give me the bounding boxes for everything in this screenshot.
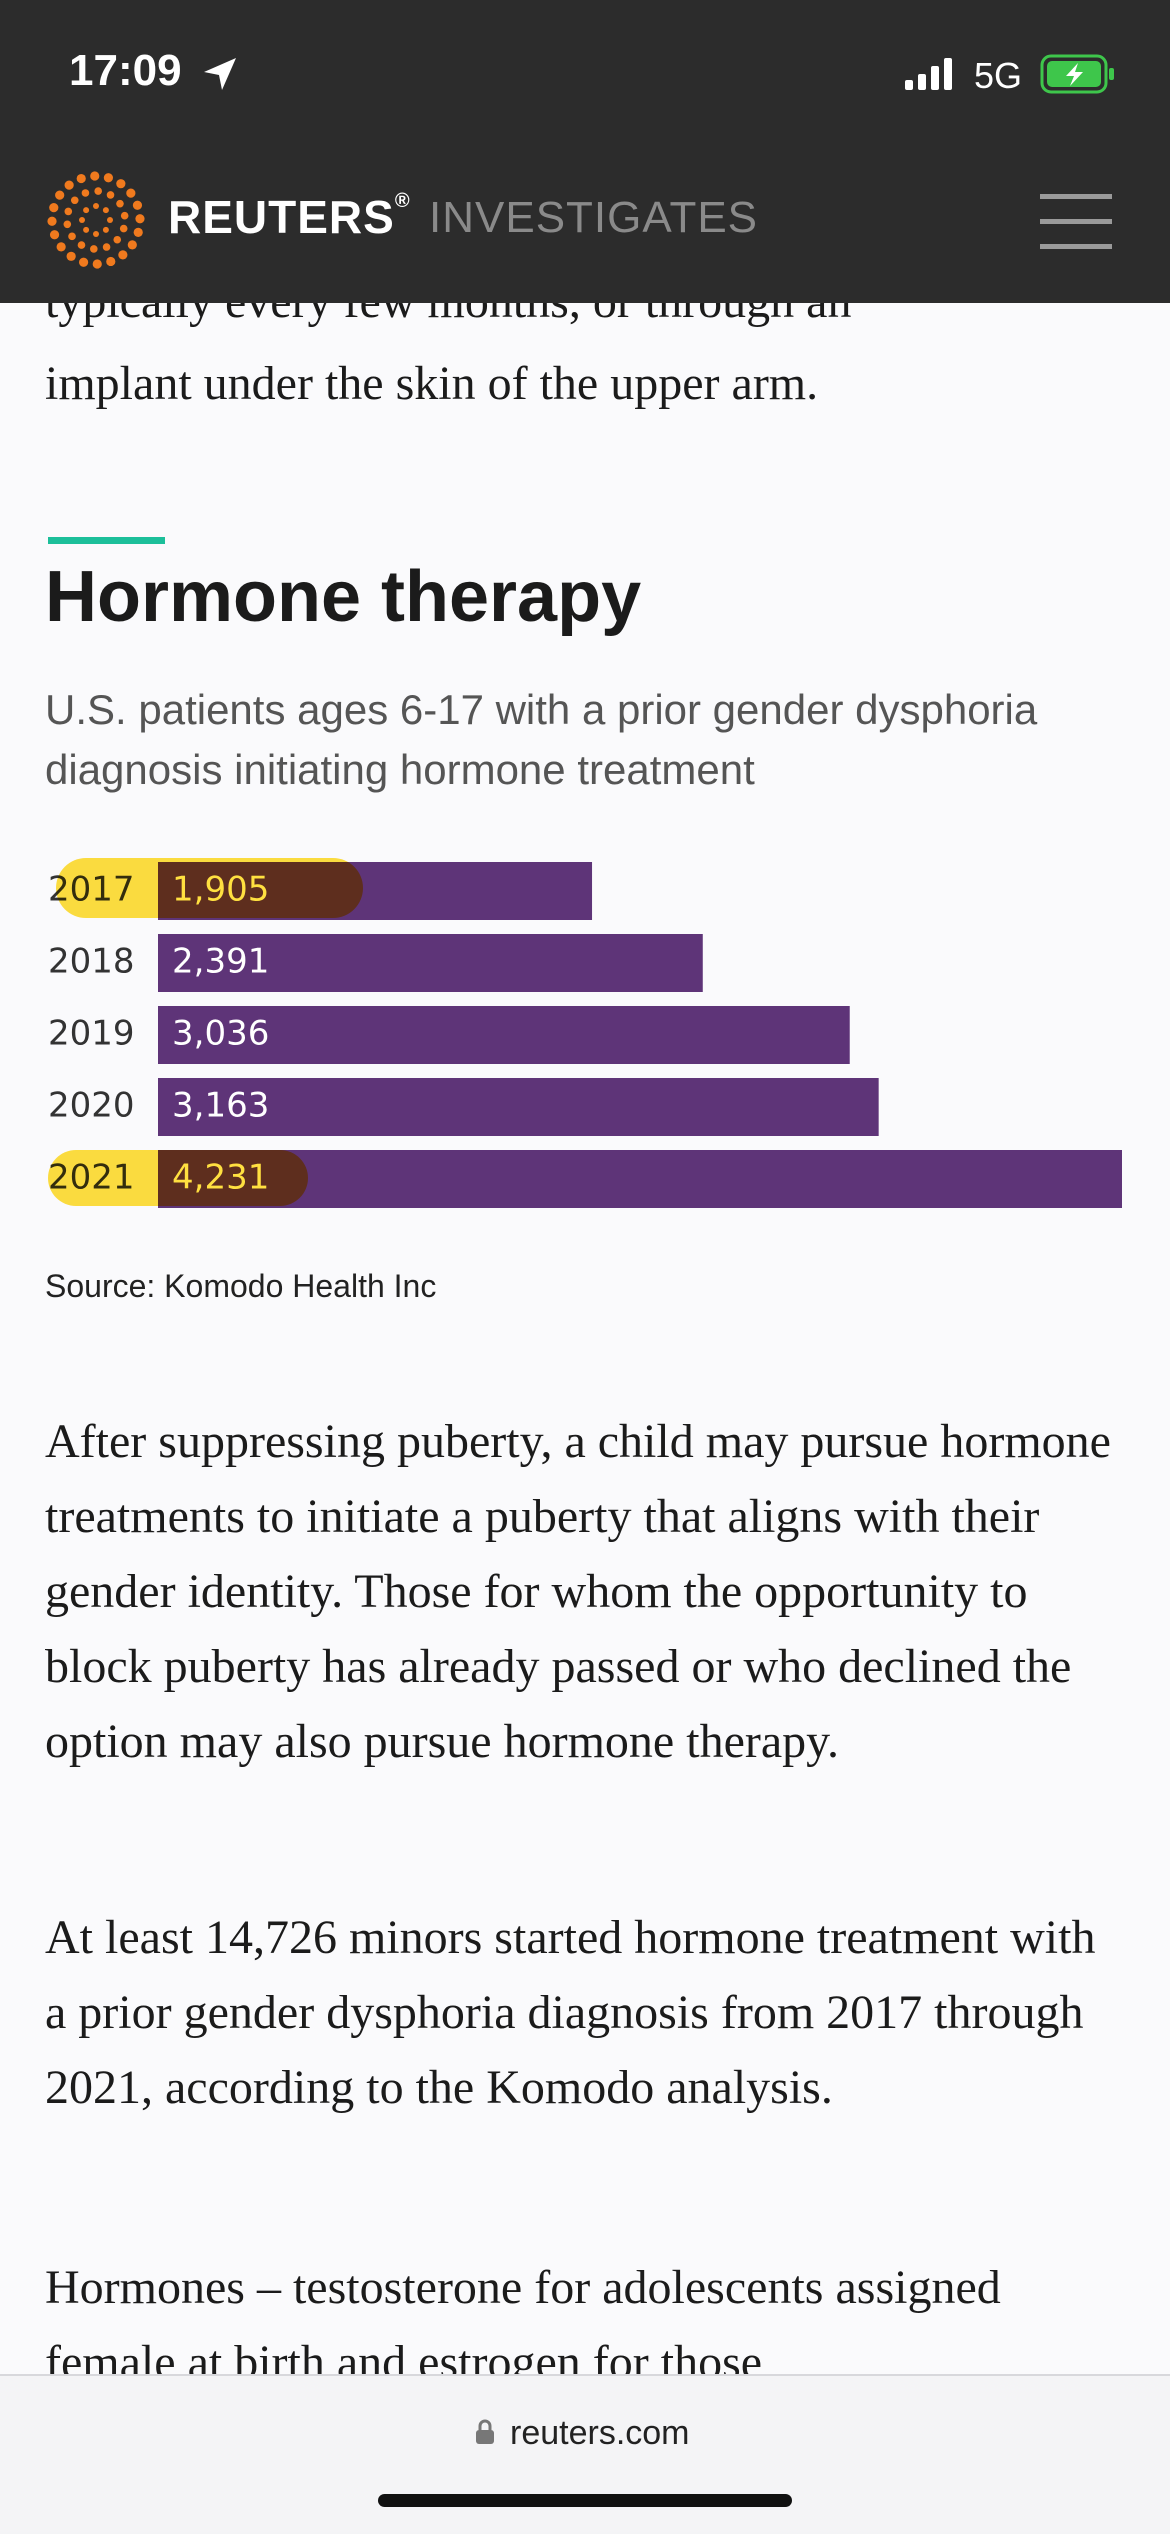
logo-dot: [64, 180, 74, 190]
logo-dot: [77, 241, 86, 249]
logo-dot: [49, 202, 59, 213]
logo-dot: [90, 171, 100, 181]
logo-dot: [126, 188, 136, 198]
logo-dot: [66, 251, 76, 261]
logo-dot: [78, 257, 89, 267]
logo-dot: [102, 226, 109, 233]
y-tick-label: 2018: [48, 942, 135, 982]
logo-dot: [63, 220, 72, 229]
logo-dot: [64, 207, 73, 216]
chart-title: Hormone therapy: [45, 557, 642, 637]
logo-dot: [76, 173, 86, 184]
y-tick-label: 2019: [48, 1014, 135, 1054]
registered-mark: ®: [394, 190, 411, 212]
logo-dot: [79, 217, 85, 223]
reuters-logo: [47, 171, 145, 269]
logo-dot: [68, 232, 76, 241]
highlight-mark: [48, 1150, 308, 1206]
logo-dot: [47, 216, 57, 226]
intro-line: implant under the skin of the upper arm.: [45, 357, 819, 410]
battery-icon: [1040, 54, 1114, 94]
logo-dot: [102, 243, 111, 251]
logo-dot: [106, 256, 116, 267]
logo-dot: [135, 214, 145, 224]
logo-dot: [116, 199, 124, 208]
bar: [158, 1006, 850, 1064]
brand: REUTERS®: [168, 190, 411, 244]
logo-dot: [94, 187, 102, 195]
logo-dot: [83, 226, 90, 233]
signal-icon: [905, 58, 952, 90]
bar: [158, 1150, 1122, 1208]
value-label: 2,391: [172, 942, 269, 982]
paragraph: After suppressing puberty, a child may p…: [45, 1415, 1111, 1768]
browser-bar: reuters.com: [0, 2374, 1170, 2534]
brand-name: REUTERS: [168, 191, 395, 243]
location-icon: [204, 58, 236, 90]
logo-dot: [49, 230, 60, 240]
logo-dot: [55, 190, 65, 200]
logo-dot: [120, 211, 129, 220]
logo-dot: [90, 245, 98, 253]
lock-icon: [476, 2419, 494, 2444]
logo-dot: [83, 207, 90, 214]
logo-dot: [113, 235, 122, 244]
section-name: INVESTIGATES: [429, 193, 759, 242]
logo-dot: [107, 217, 113, 223]
logo-dot: [102, 207, 109, 214]
network-label: 5G: [974, 55, 1023, 96]
logo-dot: [93, 203, 99, 209]
logo-dot: [103, 173, 114, 183]
top-bar: 17:09 5G REUTERS® INVESTIGATES: [0, 0, 1170, 303]
logo-dot: [119, 224, 128, 233]
paragraph: At least 14,726 minors started hormone t…: [45, 1911, 1096, 2114]
menu-button[interactable]: [1038, 192, 1116, 252]
value-label: 3,036: [172, 1014, 269, 1054]
logo-dot: [93, 231, 99, 237]
chart-subtitle: U.S. patients ages 6-17 with a prior gen…: [45, 686, 1038, 793]
url[interactable]: reuters.com: [510, 2414, 690, 2452]
logo-dot: [106, 191, 115, 199]
chart-source: Source: Komodo Health Inc: [45, 1268, 437, 1304]
chart: 20171,90520182,39120193,03620203,1632021…: [48, 858, 1122, 1208]
logo-dot: [116, 179, 126, 189]
value-label: 3,163: [172, 1086, 269, 1126]
logo-dot: [127, 240, 137, 250]
home-indicator: [378, 2494, 792, 2507]
logo-dot: [118, 250, 128, 260]
logo-dot: [81, 189, 90, 197]
logo-dot: [92, 259, 102, 269]
bar: [158, 1078, 879, 1136]
logo-dot: [133, 227, 143, 238]
y-tick-label: 2020: [48, 1086, 135, 1126]
logo-dot: [132, 200, 143, 210]
highlight-mark: [56, 858, 363, 918]
accent-rule: [48, 537, 165, 544]
clock: 17:09: [69, 46, 182, 95]
logo-dot: [70, 196, 79, 205]
logo-dot: [56, 242, 66, 252]
bar: [158, 934, 703, 992]
